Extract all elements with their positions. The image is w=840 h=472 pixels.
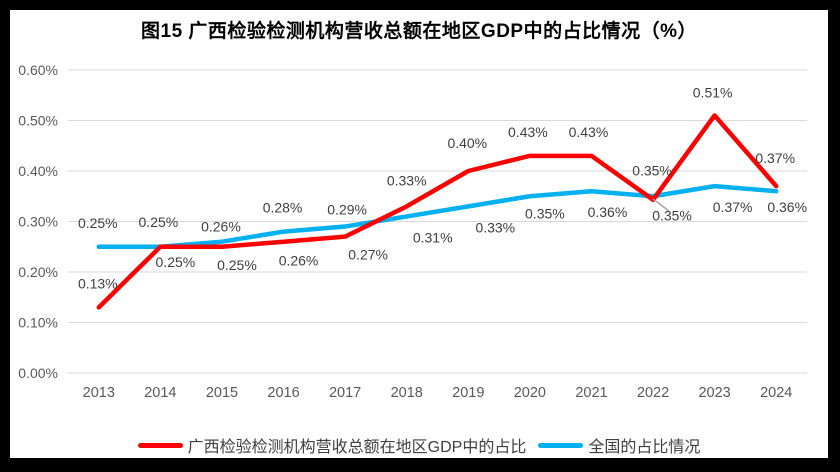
x-axis-label: 2023 <box>698 385 730 401</box>
x-axis-label: 2019 <box>452 385 484 401</box>
x-axis-label: 2021 <box>575 385 607 401</box>
y-axis-label: 0.40% <box>18 163 58 179</box>
data-label: 0.26% <box>201 219 241 235</box>
data-label: 0.25% <box>156 254 196 270</box>
series-line-national <box>96 183 779 249</box>
data-label: 0.25% <box>78 215 118 231</box>
x-axis-label: 2020 <box>514 385 546 401</box>
data-label: 0.33% <box>475 219 515 235</box>
data-label: 0.29% <box>327 202 367 218</box>
data-label: 0.13% <box>78 275 118 291</box>
chart-legend: 广西检验检测机构营收总额在地区GDP中的占比 全国的占比情况 <box>10 433 828 457</box>
chart-title: 图15 广西检验检测机构营收总额在地区GDP中的占比情况（%） <box>141 21 697 42</box>
series-line-guangxi <box>96 113 779 310</box>
line-chart-plot-area: 0.00% 0.10% 0.20% 0.30% 0.40% 0.50% 0.60% 2013 2… <box>18 62 807 401</box>
data-label: 0.35% <box>632 162 672 178</box>
y-axis-label: 0.10% <box>18 315 58 331</box>
data-label: 0.37% <box>755 150 795 166</box>
x-axis-label: 2015 <box>206 385 238 401</box>
data-label: 0.43% <box>508 124 548 140</box>
data-label: 0.35% <box>525 205 565 221</box>
data-label: 0.51% <box>693 84 733 100</box>
data-label: 0.27% <box>348 247 388 263</box>
y-axis-label: 0.60% <box>18 62 58 78</box>
legend-swatch-guangxi-line <box>137 442 183 448</box>
data-label: 0.33% <box>387 172 427 188</box>
legend-label-national: 全国的占比情况 <box>588 439 701 456</box>
y-axis-label: 0.30% <box>18 214 58 230</box>
y-axis-label: 0.00% <box>18 365 58 381</box>
y-axis-label: 0.20% <box>18 264 58 280</box>
x-axis-label: 2022 <box>637 385 669 401</box>
x-axis-label: 2016 <box>267 385 299 401</box>
data-label: 0.37% <box>713 199 753 215</box>
x-axis-label: 2024 <box>760 385 792 401</box>
data-label: 0.31% <box>413 229 453 245</box>
x-axis-label: 2017 <box>329 385 361 401</box>
data-label: 0.36% <box>767 199 807 215</box>
x-axis-label: 2014 <box>144 385 176 401</box>
data-label: 0.26% <box>279 253 319 269</box>
data-label: 0.36% <box>588 204 628 220</box>
data-label: 0.43% <box>569 124 609 140</box>
data-label: 0.25% <box>139 214 179 230</box>
x-axis-label: 2018 <box>391 385 423 401</box>
chart-container: 图15 广西检验检测机构营收总额在地区GDP中的占比情况（%） 0.00% 0.1… <box>10 10 828 458</box>
x-axis-label: 2013 <box>83 385 115 401</box>
data-label: 0.40% <box>447 135 487 151</box>
data-label: 0.28% <box>263 200 303 216</box>
legend-swatch-national-line <box>538 442 584 448</box>
label-leader-line <box>652 198 670 212</box>
legend-label-guangxi: 广西检验检测机构营收总额在地区GDP中的占比 <box>187 439 527 456</box>
y-axis-label: 0.50% <box>18 113 58 129</box>
data-label: 0.25% <box>217 257 257 273</box>
data-label: 0.35% <box>652 207 692 223</box>
